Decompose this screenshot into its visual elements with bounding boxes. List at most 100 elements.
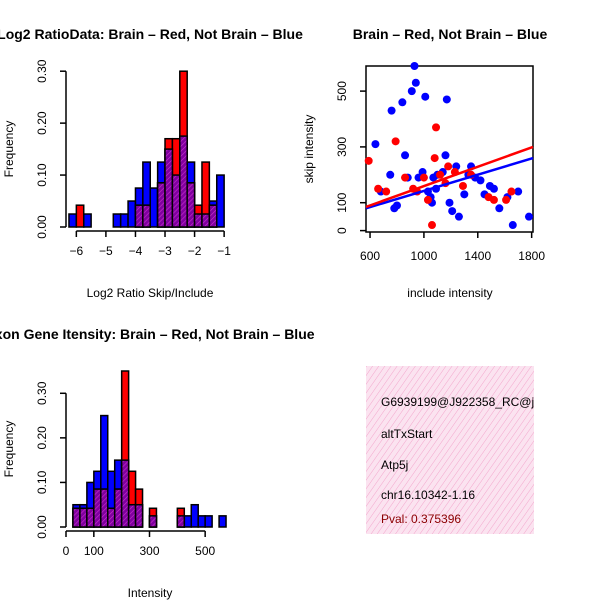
hist-intensity-bar-overlap <box>72 507 81 528</box>
scatter-point-brain <box>502 195 511 204</box>
hist-intensity-bar-overlap <box>148 515 158 528</box>
hist-log2ratio-bar-overlap <box>201 213 211 228</box>
scatter-point-notbrain <box>407 87 416 96</box>
hist-intensity-ytick-label: 0.10 <box>35 470 49 494</box>
scatter-point-notbrain <box>401 151 410 160</box>
hist-intensity-bar-notbrain <box>190 503 199 528</box>
hist-log2ratio-bar-overlap <box>164 148 174 228</box>
hist-log2ratio-xtick-label: −4 <box>129 244 143 258</box>
scatter-point-notbrain <box>392 201 401 210</box>
hist-log2ratio-ytick-label: 0.20 <box>35 111 49 135</box>
scatter-point-notbrain <box>398 98 407 107</box>
scatter-ylabel: skip intensity <box>302 115 316 184</box>
scatter-point-notbrain <box>476 176 485 185</box>
scatter-point-brain <box>489 195 498 204</box>
scatter-point-notbrain <box>460 190 469 199</box>
scatter-trend-notbrain <box>365 156 534 210</box>
hist-intensity-bar-overlap <box>100 488 109 528</box>
scatter-point-brain <box>436 170 445 179</box>
scatter-point-brain <box>391 137 400 146</box>
scatter-intensity-panel: Brain – Red, Not Brain – Blue include in… <box>302 26 547 300</box>
hist-intensity-bar-overlap <box>107 507 116 528</box>
scatter-ytick-label: 500 <box>335 81 349 101</box>
scatter-point-brain <box>374 184 383 193</box>
hist-intensity-bar-overlap <box>113 488 123 528</box>
hist-log2ratio-ylabel: Frequency <box>2 121 16 178</box>
scatter-point-notbrain <box>524 212 533 221</box>
scatter-point-notbrain <box>508 221 517 230</box>
hist-log2ratio-xtick-label: −1 <box>217 244 231 258</box>
hist-log2ratio-bar-overlap <box>179 135 188 228</box>
hist-intensity-bar-notbrain <box>197 515 206 528</box>
hist-log2ratio-ytick-label: 0.00 <box>35 215 49 239</box>
info-pval: Pval: 0.375396 <box>381 512 461 526</box>
scatter-point-brain <box>432 123 441 132</box>
hist-log2ratio-bar-notbrain <box>82 213 92 228</box>
scatter-point-notbrain <box>411 78 420 87</box>
hist-log2ratio-bar-overlap <box>156 182 166 228</box>
scatter-xtick-label: 1400 <box>464 249 491 263</box>
scatter-point-brain <box>458 181 467 190</box>
scatter-ytick-label: 300 <box>335 137 349 157</box>
hist-intensity-bar-overlap <box>134 503 144 528</box>
hist-log2ratio-panel: Log2 RatioData: Brain – Red, Not Brain –… <box>0 26 303 300</box>
hist-log2ratio-xtick-label: −6 <box>70 244 84 258</box>
hist-intensity-bar-overlap <box>93 488 102 528</box>
scatter-plot-frame <box>365 65 534 233</box>
info-gene-symbol: Atp5j <box>381 458 408 472</box>
scatter-point-notbrain <box>371 140 380 149</box>
hist-log2ratio-title: Log2 RatioData: Brain – Red, Not Brain –… <box>0 26 303 42</box>
scatter-point-notbrain <box>442 95 451 104</box>
scatter-ytick-label: 0 <box>335 227 349 234</box>
scatter-point-notbrain <box>387 106 396 115</box>
hist-intensity-xtick-label: 300 <box>139 544 159 558</box>
hist-intensity-title: Exon Gene Itensity: Brain – Red, Not Bra… <box>0 326 315 342</box>
hist-intensity-bar-notbrain <box>218 515 227 528</box>
hist-intensity-bar-notbrain <box>183 515 193 528</box>
scatter-title: Brain – Red, Not Brain – Blue <box>353 26 548 42</box>
hist-intensity-bar-overlap <box>86 507 95 528</box>
hist-log2ratio-xtick-label: −2 <box>188 244 202 258</box>
scatter-xtick-label: 1800 <box>518 249 545 263</box>
scatter-point-brain <box>507 187 516 196</box>
hist-intensity-ytick-label: 0.00 <box>35 515 49 539</box>
hist-intensity-bar-overlap <box>79 507 88 528</box>
hist-intensity-panel: Exon Gene Itensity: Brain – Red, Not Bra… <box>0 326 315 600</box>
hist-log2ratio-bar-notbrain <box>119 213 129 228</box>
scatter-point-brain <box>430 154 439 163</box>
hist-log2ratio-bar-overlap <box>208 204 218 228</box>
hist-intensity-bar-overlap <box>176 515 186 528</box>
hist-intensity-bar-overlap <box>120 459 130 528</box>
scatter-point-notbrain <box>441 151 450 160</box>
hist-log2ratio-bar-brain <box>75 204 85 228</box>
hist-log2ratio-bar-overlap <box>142 204 151 228</box>
scatter-point-notbrain <box>386 170 395 179</box>
scatter-point-notbrain <box>454 212 463 221</box>
scatter-point-brain <box>444 162 453 171</box>
scatter-point-notbrain <box>410 62 419 70</box>
hist-intensity-xtick-label: 0 <box>63 544 70 558</box>
info-location: chr16.10342-1.16 <box>381 488 475 502</box>
hist-intensity-ytick-label: 0.20 <box>35 426 49 450</box>
scatter-point-brain <box>423 195 432 204</box>
hist-intensity-xtick-label: 100 <box>84 544 104 558</box>
scatter-point-notbrain <box>495 204 504 213</box>
info-event-type: altTxStart <box>381 427 433 441</box>
scatter-xtick-label: 600 <box>360 249 380 263</box>
scatter-point-brain <box>427 221 436 230</box>
scatter-ytick-label: 100 <box>335 192 349 212</box>
hist-intensity-bar-overlap <box>127 503 137 528</box>
hist-log2ratio-bar-notbrain <box>215 174 225 228</box>
hist-log2ratio-bar-overlap <box>186 182 196 228</box>
hist-log2ratio-ytick-label: 0.10 <box>35 163 49 187</box>
scatter-point-brain <box>364 156 373 165</box>
hist-intensity-bar-notbrain <box>204 515 213 528</box>
hist-log2ratio-xlabel: Log2 Ratio Skip/Include <box>87 286 214 300</box>
scatter-point-brain <box>401 173 410 182</box>
scatter-point-notbrain <box>421 92 430 101</box>
info-box-hatch <box>366 366 534 534</box>
hist-intensity-ylabel: Frequency <box>2 421 16 478</box>
scatter-trend-brain <box>365 145 534 209</box>
scatter-point-brain <box>382 187 391 196</box>
